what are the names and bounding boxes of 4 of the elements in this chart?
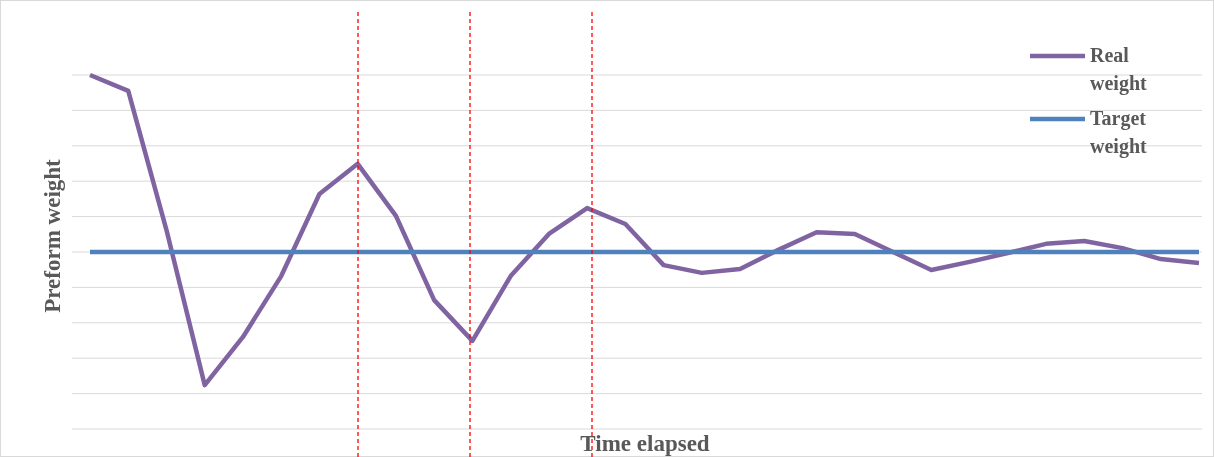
legend-label: Real weight: [1090, 44, 1147, 95]
y-axis-title: Preform weight: [40, 158, 65, 313]
x-axis-title: Time elapsed: [580, 431, 710, 456]
legend-label: Target weight: [1090, 107, 1147, 158]
